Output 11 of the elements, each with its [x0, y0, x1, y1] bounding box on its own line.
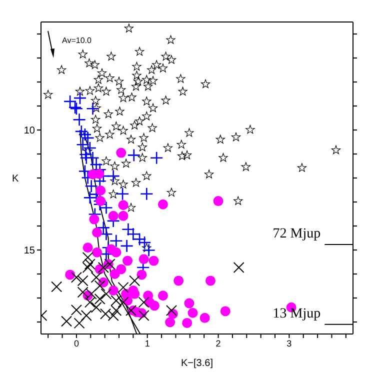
x-tick-label: 0 — [74, 338, 79, 348]
y-axis-title: K — [12, 174, 19, 185]
y-tick-label: 10 — [24, 126, 36, 137]
x-axis-title: K−[3.6] — [181, 358, 214, 369]
annotation: 13 Mjup — [272, 306, 321, 322]
y-tick-label: 15 — [24, 246, 36, 257]
annotation: 72 Mjup — [272, 226, 321, 242]
annotation: Av=10.0 — [62, 36, 92, 46]
x-tick-label: 1 — [144, 338, 150, 348]
x-tick-label: 3 — [286, 338, 292, 348]
x-tick-label: 2 — [216, 338, 221, 348]
